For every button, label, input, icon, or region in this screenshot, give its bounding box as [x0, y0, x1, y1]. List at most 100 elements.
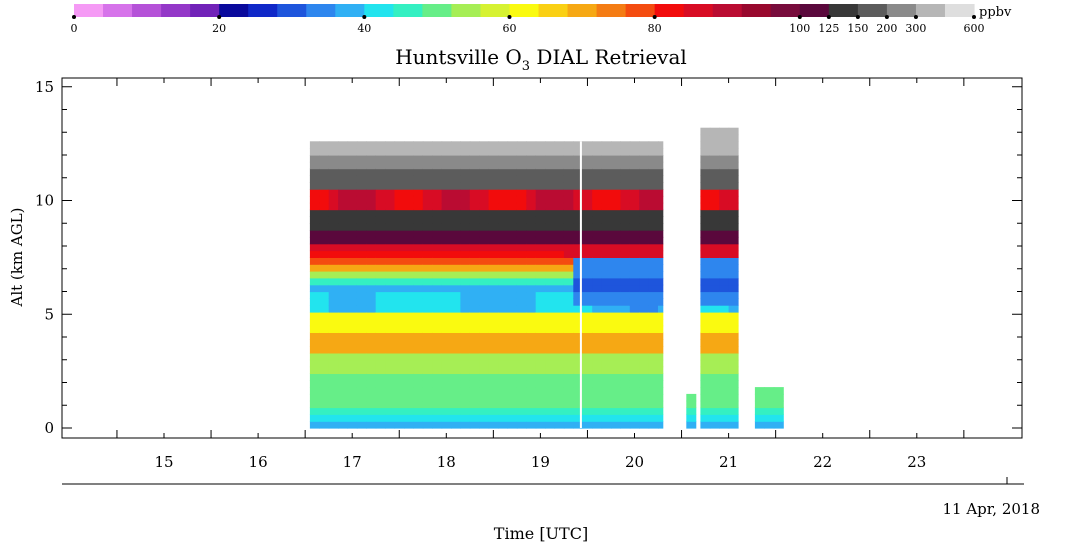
heatmap-cell: [385, 230, 396, 238]
heatmap-cell: [479, 366, 490, 374]
heatmap-cell: [479, 277, 490, 286]
heatmap-cell: [620, 325, 631, 333]
heatmap-cell: [601, 250, 612, 258]
heatmap-cell: [488, 339, 499, 347]
heatmap-cell: [639, 168, 650, 176]
heatmap-cell: [404, 148, 414, 156]
heatmap-cell: [498, 366, 509, 374]
heatmap-cell: [728, 291, 739, 299]
heatmap-cell: [658, 223, 664, 231]
heatmap-cell: [516, 195, 527, 204]
heatmap-cell: [460, 298, 471, 306]
heatmap-cell: [709, 312, 720, 320]
heatmap-cell: [629, 189, 640, 197]
heatmap-cell: [432, 380, 443, 388]
heatmap-cell: [573, 277, 584, 286]
heatmap-cell: [764, 407, 775, 415]
heatmap-cell: [719, 407, 730, 415]
heatmap-cell: [356, 318, 367, 327]
heatmap-cell: [385, 175, 396, 183]
heatmap-cell: [309, 346, 320, 354]
heatmap-cell: [592, 236, 603, 245]
heatmap-cell: [658, 141, 664, 149]
heatmap-cell: [620, 161, 631, 170]
heatmap-cell: [563, 277, 574, 286]
heatmap-cell: [545, 352, 556, 361]
heatmap-cell: [648, 175, 659, 183]
heatmap-cell: [479, 352, 490, 361]
heatmap-cell: [573, 189, 584, 197]
heatmap-cell: [601, 168, 612, 176]
heatmap-cell: [488, 291, 499, 299]
heatmap-cell: [479, 230, 490, 238]
heatmap-cell: [451, 414, 461, 422]
heatmap-cell: [394, 400, 405, 409]
heatmap-cell: [441, 318, 452, 327]
heatmap-cell: [592, 161, 603, 170]
heatmap-cell: [611, 175, 621, 183]
heatmap-cell: [700, 155, 711, 163]
heatmap-cell: [366, 312, 377, 320]
heatmap-cell: [507, 161, 518, 170]
heatmap-cell: [309, 189, 320, 197]
colorbar-swatch: [509, 4, 540, 17]
heatmap-cell: [573, 393, 584, 402]
heatmap-cell: [413, 182, 424, 190]
heatmap-cell: [526, 195, 537, 204]
heatmap-cell: [366, 155, 377, 163]
heatmap-cell: [347, 400, 358, 409]
heatmap-cell: [719, 373, 730, 381]
heatmap-cell: [451, 189, 461, 197]
heatmap-cell: [526, 400, 537, 409]
heatmap-cell: [451, 305, 461, 313]
heatmap-cell: [658, 373, 664, 381]
colorbar-swatch: [886, 4, 917, 17]
heatmap-cell: [545, 332, 556, 340]
heatmap-cell: [545, 168, 556, 176]
heatmap-cell: [592, 393, 603, 402]
heatmap-cell: [385, 161, 396, 170]
heatmap-cell: [535, 312, 546, 320]
colorbar-tick-label: 100: [789, 22, 810, 35]
heatmap-cell: [516, 284, 527, 293]
colorbar: 0 20 40 60 80 100 125 150 200 300 600: [71, 4, 985, 35]
heatmap-cell: [366, 230, 377, 238]
heatmap-cell: [709, 291, 720, 299]
heatmap-cell: [535, 223, 546, 231]
heatmap-cell: [648, 209, 659, 217]
heatmap-cell: [719, 291, 730, 299]
heatmap-cell: [582, 168, 593, 176]
heatmap-cell: [563, 182, 574, 190]
heatmap-cell: [375, 291, 386, 299]
heatmap-cell: [686, 393, 697, 402]
colorbar-swatch: [219, 4, 249, 17]
heatmap-cell: [629, 421, 640, 429]
heatmap-cell: [338, 373, 349, 381]
heatmap-cell: [422, 325, 433, 333]
heatmap-cell: [469, 236, 480, 245]
heatmap-cell: [601, 387, 612, 395]
heatmap-cell: [460, 407, 471, 415]
heatmap-cell: [498, 325, 509, 333]
heatmap-cell: [488, 366, 499, 374]
heatmap-cell: [507, 380, 518, 388]
heatmap-cell: [507, 312, 518, 320]
heatmap-cell: [488, 223, 499, 231]
heatmap-cell: [728, 359, 739, 368]
heatmap-cell: [709, 271, 720, 279]
heatmap-cell: [629, 264, 640, 272]
heatmap-cell: [728, 155, 739, 163]
heatmap-cell: [432, 291, 443, 299]
heatmap-cell: [719, 380, 730, 388]
heatmap-cell: [629, 305, 640, 313]
heatmap-cell: [728, 332, 739, 340]
heatmap-cell: [535, 400, 546, 409]
heatmap-cell: [385, 332, 396, 340]
heatmap-cell: [328, 155, 339, 163]
heatmap-cell: [394, 161, 405, 170]
heatmap-cell: [309, 332, 320, 340]
heatmap-cell: [719, 414, 730, 422]
heatmap-cell: [516, 352, 527, 361]
heatmap-cell: [516, 332, 527, 340]
heatmap-cell: [366, 257, 377, 265]
